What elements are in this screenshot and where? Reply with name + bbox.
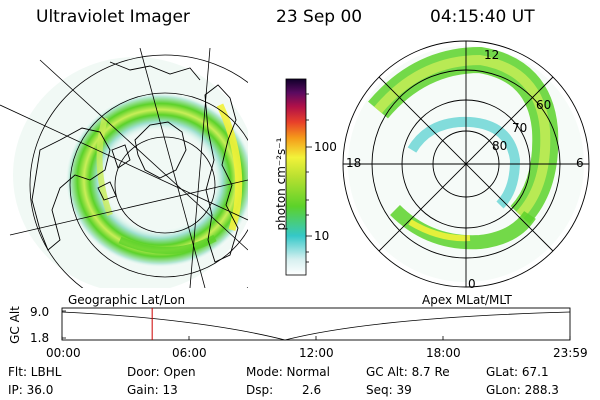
info-dsp-label: Dsp: <box>246 383 274 397</box>
left-panel-caption: Geographic Lat/Lon <box>68 293 186 307</box>
colorbar-ticks <box>306 93 312 263</box>
info-seq: Seq: 39 <box>366 383 412 397</box>
gc-xtick-2359: 23:59 <box>553 346 588 360</box>
mlt-label-0: 0 <box>468 277 476 291</box>
gc-xtick-0600: 06:00 <box>172 346 207 360</box>
colorbar-gradient <box>285 78 307 276</box>
aurora-bright-west <box>96 117 113 217</box>
gc-alt-ylabel: GC Alt <box>8 306 22 344</box>
mlt-label-12: 12 <box>484 48 500 62</box>
observation-time: 04:15:40 UT <box>430 7 535 27</box>
aurora-south <box>118 234 217 254</box>
coastline-greenland <box>134 121 187 179</box>
info-glon: GLon: 288.3 <box>486 383 559 397</box>
instrument-title: Ultraviolet Imager <box>36 7 190 27</box>
gc-ytick-1-8: 1.8 <box>30 331 50 345</box>
info-flt: Flt: LBHL <box>8 365 62 379</box>
coastline-islands <box>97 144 131 201</box>
info-dsp-value: 2.6 <box>302 383 322 397</box>
info-mode: Mode: Normal <box>246 365 330 379</box>
info-door: Door: Open <box>127 365 196 379</box>
coastline-asia <box>109 61 201 81</box>
gc-ytick-9: 9.0 <box>30 305 50 319</box>
info-gain: Gain: 13 <box>127 383 178 397</box>
gc-xtick-1200: 12:00 <box>299 346 334 360</box>
info-gcalt: GC Alt: 8.7 Re <box>366 365 450 379</box>
info-glat: GLat: 67.1 <box>486 365 549 379</box>
coastline-europe <box>204 84 239 263</box>
aurora-bright-east <box>216 103 243 232</box>
gc-xtick-1800: 18:00 <box>426 346 461 360</box>
gc-plot-ticks <box>61 310 571 340</box>
colorbar-tick-10: 10 <box>314 229 330 243</box>
gc-alt-curve <box>61 311 571 341</box>
coastline-canada <box>31 127 111 251</box>
mlat-label-70: 70 <box>512 121 528 135</box>
gc-plot-frame <box>61 307 571 341</box>
mlt-label-6: 6 <box>576 156 584 170</box>
observation-date: 23 Sep 00 <box>276 7 363 27</box>
mlat-label-60: 60 <box>536 98 552 112</box>
right-panel-caption: Apex MLat/MLT <box>422 293 512 307</box>
mlat-label-80: 80 <box>492 139 508 153</box>
mlt-label-18: 18 <box>346 156 362 170</box>
info-ip: IP: 36.0 <box>8 383 54 397</box>
colorbar-tick-100: 100 <box>314 140 337 154</box>
gc-xtick-0000: 00:00 <box>46 346 81 360</box>
auroral-oval <box>65 92 248 268</box>
